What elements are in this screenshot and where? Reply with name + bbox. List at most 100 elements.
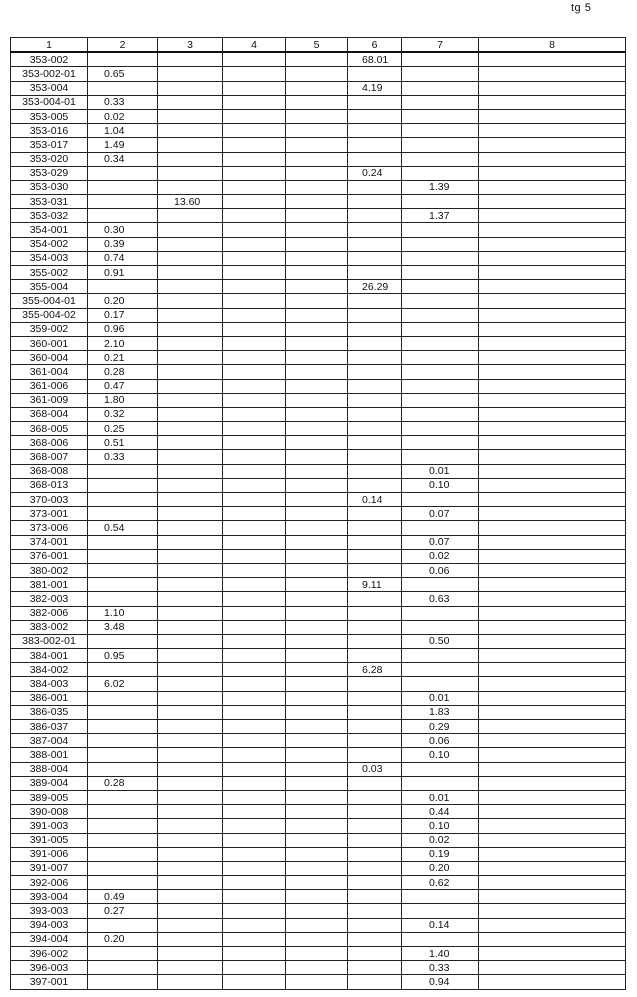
value-cell-col-7 bbox=[401, 449, 479, 465]
value-cell-col-6 bbox=[347, 704, 402, 721]
value-cell-col-7 bbox=[401, 889, 479, 905]
value-cell-col-5 bbox=[285, 477, 348, 494]
value-cell-col-5 bbox=[285, 832, 348, 848]
value-cell-col-3 bbox=[157, 236, 223, 252]
value-cell-col-5 bbox=[285, 108, 348, 125]
table-row: 386-037 0.29 bbox=[10, 718, 626, 735]
value-cell-col-7 bbox=[401, 931, 479, 948]
row-code-cell: 355-004-01 bbox=[10, 293, 88, 309]
value-cell-col-2 bbox=[87, 491, 158, 508]
value-cell-col-6 bbox=[347, 264, 402, 281]
table-row: 353-030 1.39 bbox=[10, 179, 626, 196]
value-cell-col-2 bbox=[87, 804, 158, 820]
value-cell-col-5 bbox=[285, 350, 348, 366]
table-row: 383-002-01 0.50 bbox=[10, 633, 626, 650]
value-cell-col-6: 4.19 bbox=[347, 80, 402, 96]
value-cell-col-8 bbox=[478, 392, 626, 408]
value-cell-col-2 bbox=[87, 577, 158, 593]
value-cell-col-5 bbox=[285, 818, 348, 834]
value-cell-col-3 bbox=[157, 222, 223, 238]
value-cell-col-3 bbox=[157, 378, 223, 394]
value-cell-col-2 bbox=[87, 208, 158, 224]
value-cell-col-3 bbox=[157, 321, 223, 337]
table-row: 392-006 0.62 bbox=[10, 875, 626, 891]
value-cell-col-8 bbox=[478, 491, 626, 508]
row-code-cell: 368-006 bbox=[10, 435, 88, 451]
value-cell-col-3 bbox=[157, 123, 223, 139]
row-code-cell: 353-031 bbox=[10, 194, 88, 210]
value-cell-col-7: 0.10 bbox=[401, 747, 479, 763]
value-cell-col-6 bbox=[347, 350, 402, 366]
value-cell-col-2 bbox=[87, 633, 158, 650]
value-cell-col-4 bbox=[222, 718, 286, 735]
value-cell-col-3 bbox=[157, 789, 223, 806]
row-code-cell: 383-002-01 bbox=[10, 633, 88, 650]
column-header-7: 7 bbox=[401, 37, 479, 54]
value-cell-col-4 bbox=[222, 208, 286, 224]
value-cell-col-3 bbox=[157, 548, 223, 564]
value-cell-col-4 bbox=[222, 648, 286, 664]
table-row: 360-004 0.21 bbox=[10, 350, 626, 366]
value-cell-col-6 bbox=[347, 236, 402, 252]
value-cell-col-6 bbox=[347, 250, 402, 267]
value-cell-col-6 bbox=[347, 506, 402, 522]
value-cell-col-4 bbox=[222, 491, 286, 508]
row-code-cell: 368-007 bbox=[10, 449, 88, 465]
value-cell-col-6 bbox=[347, 94, 402, 110]
value-cell-col-8 bbox=[478, 137, 626, 153]
value-cell-col-7: 0.29 bbox=[401, 718, 479, 735]
value-cell-col-5 bbox=[285, 506, 348, 522]
value-cell-col-7 bbox=[401, 222, 479, 238]
table-row: 353-029 0.24 bbox=[10, 165, 626, 181]
row-code-cell: 353-017 bbox=[10, 137, 88, 153]
value-cell-col-6 bbox=[347, 293, 402, 309]
value-cell-col-5 bbox=[285, 562, 348, 579]
table-row: 374-001 0.07 bbox=[10, 534, 626, 550]
value-cell-col-4 bbox=[222, 889, 286, 905]
value-cell-col-6 bbox=[347, 335, 402, 352]
value-cell-col-2: 0.34 bbox=[87, 151, 158, 167]
value-cell-col-8 bbox=[478, 406, 626, 423]
row-code-cell: 355-002 bbox=[10, 264, 88, 281]
value-cell-col-5 bbox=[285, 875, 348, 891]
value-cell-col-6 bbox=[347, 690, 402, 706]
table-row: 386-001 0.01 bbox=[10, 690, 626, 706]
value-cell-col-5 bbox=[285, 137, 348, 153]
value-cell-col-4 bbox=[222, 534, 286, 550]
value-cell-col-8 bbox=[478, 818, 626, 834]
value-cell-col-8 bbox=[478, 449, 626, 465]
table-row: 353-005 0.02 bbox=[10, 108, 626, 125]
value-cell-col-6 bbox=[347, 860, 402, 877]
table-row: 359-002 0.96 bbox=[10, 321, 626, 337]
value-cell-col-4 bbox=[222, 350, 286, 366]
value-cell-col-3 bbox=[157, 80, 223, 96]
value-cell-col-5 bbox=[285, 449, 348, 465]
value-cell-col-7: 1.39 bbox=[401, 179, 479, 196]
value-cell-col-5 bbox=[285, 279, 348, 295]
value-cell-col-4 bbox=[222, 619, 286, 635]
value-cell-col-8 bbox=[478, 875, 626, 891]
value-cell-col-4 bbox=[222, 945, 286, 962]
value-cell-col-8 bbox=[478, 264, 626, 281]
value-cell-col-7 bbox=[401, 350, 479, 366]
value-cell-col-2 bbox=[87, 860, 158, 877]
value-cell-col-5 bbox=[285, 520, 348, 536]
value-cell-col-6 bbox=[347, 108, 402, 125]
row-code-cell: 354-002 bbox=[10, 236, 88, 252]
row-code-cell: 387-004 bbox=[10, 733, 88, 749]
value-cell-col-6 bbox=[347, 421, 402, 437]
value-cell-col-4 bbox=[222, 80, 286, 96]
value-cell-col-7 bbox=[401, 250, 479, 267]
table-row: 355-004-01 0.20 bbox=[10, 293, 626, 309]
value-cell-col-8 bbox=[478, 293, 626, 309]
value-cell-col-5 bbox=[285, 733, 348, 749]
value-cell-col-2: 0.25 bbox=[87, 421, 158, 437]
value-cell-col-6: 9.11 bbox=[347, 577, 402, 593]
value-cell-col-2 bbox=[87, 548, 158, 564]
value-cell-col-4 bbox=[222, 733, 286, 749]
value-cell-col-2 bbox=[87, 534, 158, 550]
row-code-cell: 355-004-02 bbox=[10, 307, 88, 323]
value-cell-col-4 bbox=[222, 761, 286, 777]
value-cell-col-4 bbox=[222, 917, 286, 933]
value-cell-col-4 bbox=[222, 307, 286, 323]
